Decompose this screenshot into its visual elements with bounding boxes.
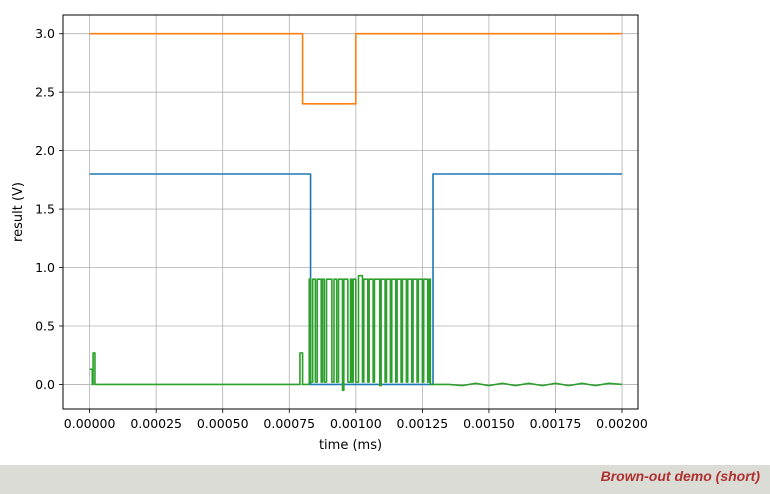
- axes-frame: [62, 14, 639, 410]
- series-line-2: [89, 173, 623, 386]
- x-tick-label: 0.00100: [330, 416, 382, 431]
- grid-lines: [63, 15, 638, 409]
- x-tick-label: 0.00050: [197, 416, 249, 431]
- x-axis-label: time (ms): [319, 438, 382, 453]
- y-tick-label: 2.5: [35, 85, 55, 100]
- x-tick-label: 0.00000: [64, 416, 116, 431]
- x-tick-label: 0.00175: [530, 416, 582, 431]
- series-line-1: [89, 32, 623, 105]
- y-tick-label: 2.0: [35, 143, 55, 158]
- y-tick-label: 1.5: [35, 202, 55, 217]
- y-tick-label: 3.0: [35, 26, 55, 41]
- line-chart: 0.00000 0.00025 0.00050 0.00075 0.00100 0.001…: [11, 14, 648, 453]
- y-tick-label: 1.0: [35, 260, 55, 275]
- axis-ticks: 0.00000 0.00025 0.00050 0.00075 0.00100 0.001…: [35, 26, 648, 431]
- x-tick-label: 0.00075: [263, 416, 315, 431]
- series-lines: [89, 32, 623, 392]
- footer-caption: Brown-out demo (short): [600, 468, 760, 484]
- y-axis-label: result (V): [11, 182, 26, 242]
- x-tick-label: 0.00200: [596, 416, 648, 431]
- series-line-3: [89, 274, 623, 392]
- y-tick-label: 0.5: [35, 318, 55, 333]
- x-tick-label: 0.00150: [463, 416, 515, 431]
- y-tick-label: 0.0: [35, 377, 55, 392]
- footer-bar: Brown-out demo (short): [0, 465, 770, 494]
- x-tick-label: 0.00025: [130, 416, 182, 431]
- x-tick-label: 0.00125: [397, 416, 449, 431]
